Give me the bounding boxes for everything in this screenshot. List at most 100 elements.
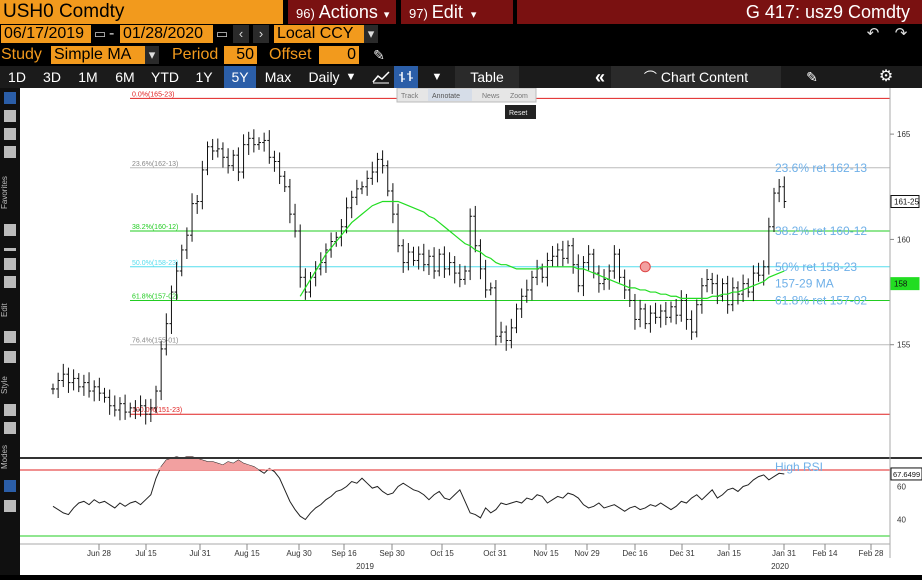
ray-tool-icon[interactable] xyxy=(4,146,16,158)
chevron-down-icon: ▾ xyxy=(470,9,477,21)
color-icon[interactable] xyxy=(4,404,16,416)
ticker-field[interactable]: USH0 Comdty xyxy=(0,0,283,24)
y-tick-label: 160 xyxy=(897,235,911,244)
x-tick-label: Dec 31 xyxy=(669,549,695,558)
chevron-down-icon[interactable]: ▾ xyxy=(364,25,378,43)
start-date-field[interactable]: 06/17/2019 xyxy=(1,25,91,43)
x-tick-label: Feb 14 xyxy=(813,549,838,558)
actions-shortcut: 96) xyxy=(296,6,315,21)
settings-mode-icon[interactable] xyxy=(4,500,16,512)
chevron-down-icon[interactable]: ▼ xyxy=(345,71,357,83)
period-label: Period xyxy=(172,46,219,63)
period-3d-button[interactable]: 3D xyxy=(43,69,61,85)
redo-icon[interactable]: ↷ xyxy=(891,25,911,43)
x-tick-label: Nov 15 xyxy=(533,549,559,558)
x-tick-label: Nov 29 xyxy=(574,549,600,558)
graph-title: G 417: usz9 Comdty xyxy=(517,0,922,24)
price-chart[interactable]: 0.0%(165-23) 23.6%(162-13) 38.2%(160-12) 50… xyxy=(20,87,922,575)
table-button[interactable]: Table xyxy=(455,66,519,88)
chart-area[interactable]: 0.0%(165-23) 23.6%(162-13) 38.2%(160-12) 50… xyxy=(20,87,922,575)
y-tick-label: 155 xyxy=(897,341,911,350)
y-tick-label: 165 xyxy=(897,130,911,139)
study-select[interactable]: Simple MA xyxy=(51,46,145,64)
reset-button[interactable] xyxy=(505,105,536,119)
fib-level-label: 76.4%(155-01) xyxy=(132,338,178,345)
chart-content-icon: ⌒ xyxy=(643,70,657,85)
year-label: 2019 xyxy=(356,562,374,571)
offset-label: Offset xyxy=(269,46,312,63)
edit-side-label: Edit xyxy=(0,303,9,317)
pencil-icon[interactable]: ✎ xyxy=(370,46,388,64)
fib-annotation: 23.6% ret 162-13 xyxy=(775,161,867,175)
cursor-icon[interactable] xyxy=(4,92,16,104)
offset-input[interactable]: 0 xyxy=(319,46,359,64)
rsi-annotation: High RSI xyxy=(775,460,823,474)
x-tick-label: Oct 15 xyxy=(430,549,454,558)
fib-annotation: 157-29 MA xyxy=(775,277,834,291)
chart-content-label: Chart Content xyxy=(660,69,749,85)
favorites-label: Favorites xyxy=(0,176,9,209)
period-input[interactable]: 50 xyxy=(224,46,257,64)
x-tick-label: Dec 16 xyxy=(622,549,648,558)
hline-tool-icon[interactable] xyxy=(4,248,16,251)
edit-label: Edit xyxy=(431,2,463,22)
currency-select[interactable]: Local CCY xyxy=(274,25,364,43)
fib-level-label: 50.0%(158-23) xyxy=(132,260,178,267)
end-date-field[interactable]: 01/28/2020 xyxy=(120,25,213,43)
width-icon[interactable] xyxy=(4,422,16,434)
period-5y-button[interactable]: 5Y xyxy=(224,66,256,88)
period-1d-button[interactable]: 1D xyxy=(8,69,26,85)
news-tool[interactable]: News xyxy=(482,93,500,100)
chevron-down-icon: ▾ xyxy=(383,9,390,21)
chart-content-button[interactable]: ⌒ Chart Content xyxy=(611,66,781,88)
fib-tool-icon[interactable] xyxy=(4,258,16,270)
rsi-value-tag xyxy=(890,467,922,481)
fib-level-label: 61.8%(157-02) xyxy=(132,293,178,300)
trend-tool-icon[interactable] xyxy=(4,224,16,236)
fib-level-label: 38.2%(160-12) xyxy=(132,224,178,231)
arrow-icon[interactable] xyxy=(4,110,16,122)
chart-background xyxy=(20,88,922,575)
line-chart-icon[interactable] xyxy=(369,66,393,88)
mode-icon[interactable] xyxy=(4,480,16,492)
annotate-tool[interactable]: Annotate xyxy=(432,93,460,100)
line-tool-icon[interactable] xyxy=(4,128,16,140)
frequency-select[interactable]: Daily xyxy=(308,69,340,85)
eraser-icon[interactable] xyxy=(4,331,16,343)
fib-annotation: 50% ret 158-23 xyxy=(775,260,857,274)
x-tick-label: Feb 28 xyxy=(859,549,884,558)
chevron-down-icon[interactable]: ▾ xyxy=(145,46,159,64)
fib-annotation: 38.2% ret 160-12 xyxy=(775,224,867,238)
channel-tool-icon[interactable] xyxy=(4,276,16,288)
calendar-icon[interactable]: ▭ xyxy=(215,25,229,43)
period-1m-button[interactable]: 1M xyxy=(78,69,98,85)
next-period-button[interactable]: › xyxy=(253,25,269,43)
edit-menu[interactable]: 97) Edit ▾ xyxy=(401,0,513,24)
calendar-icon[interactable]: ▭ xyxy=(93,25,107,43)
bar-chart-icon[interactable] xyxy=(394,66,418,88)
period-ytd-button[interactable]: YTD xyxy=(151,69,179,85)
x-tick-label: Oct 31 xyxy=(483,549,507,558)
period-max-button[interactable]: Max xyxy=(264,69,292,85)
period-6m-button[interactable]: 6M xyxy=(115,69,135,85)
chevron-down-icon[interactable]: ▼ xyxy=(431,71,443,83)
prev-period-button[interactable]: ‹ xyxy=(233,25,249,43)
x-tick-label: Sep 30 xyxy=(379,549,405,558)
grid-icon[interactable] xyxy=(4,351,16,363)
modes-label: Modes xyxy=(0,445,9,470)
rsi-overbought-fill xyxy=(156,456,275,470)
gear-icon[interactable]: ⚙ xyxy=(878,68,894,85)
period-1y-button[interactable]: 1Y xyxy=(195,69,213,85)
track-tool[interactable]: Track xyxy=(401,93,419,100)
study-label: Study xyxy=(1,46,42,63)
edit-shortcut: 97) xyxy=(409,6,428,21)
undo-icon[interactable]: ↶ xyxy=(863,25,883,43)
reset-label: Reset xyxy=(509,110,527,117)
annotate-highlight xyxy=(428,89,472,101)
collapse-icon[interactable]: « xyxy=(594,67,605,87)
fib-level-label: 100.0%(151-23) xyxy=(132,407,182,414)
edit-chart-icon[interactable]: ✎ xyxy=(806,69,818,85)
ma-value-tag xyxy=(890,277,920,291)
zoom-tool[interactable]: Zoom xyxy=(510,93,528,100)
actions-menu[interactable]: 96) Actions ▾ xyxy=(288,0,396,24)
